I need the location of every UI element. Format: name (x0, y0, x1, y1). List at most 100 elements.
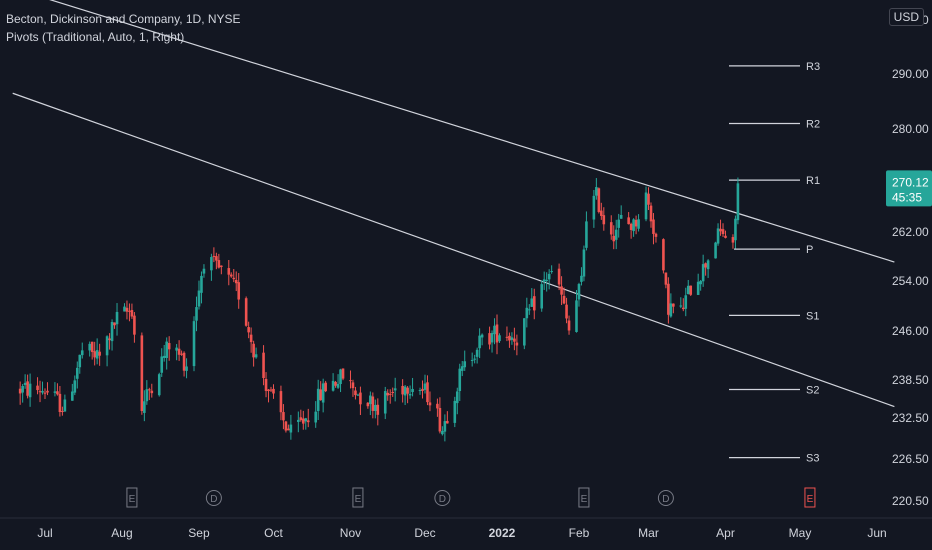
candle-body (269, 389, 273, 391)
candle-body (426, 382, 429, 403)
event-marker-label: E (129, 494, 136, 505)
candle-body (356, 394, 360, 396)
candle-body (627, 217, 630, 225)
candle-body (423, 383, 427, 390)
candle-body (180, 353, 183, 355)
candle-body (58, 393, 62, 413)
event-marker-label: E (581, 494, 588, 505)
candle-body (272, 388, 275, 394)
symbol-legend[interactable]: Becton, Dickinson and Company, 1D, NYSE (6, 12, 241, 26)
event-marker-label: E (807, 494, 814, 505)
candle (706, 259, 710, 278)
indicator-legend[interactable]: Pivots (Traditional, Auto, 1, Right) (6, 30, 185, 44)
event-marker-dividend[interactable]: D (657, 490, 674, 506)
candle (215, 252, 218, 270)
candle-body (731, 237, 735, 243)
candle (297, 411, 300, 433)
candle-body (669, 303, 673, 317)
currency-label[interactable]: USD (888, 8, 924, 26)
candle-body (23, 382, 27, 385)
candle (324, 380, 327, 393)
candle (545, 272, 548, 292)
time-axis[interactable]: Jul Aug Sep Oct Nov Dec 2022 Feb Mar Apr May Jun (0, 517, 932, 550)
candle (38, 380, 42, 403)
event-marker-earnings[interactable]: E (352, 487, 364, 508)
candle (202, 264, 206, 278)
candle (267, 389, 270, 403)
candle-body (366, 402, 370, 407)
candle-body (532, 296, 536, 311)
trendline-upper[interactable] (0, 0, 895, 263)
candle-body (202, 268, 206, 274)
candle (515, 334, 519, 356)
candle-body (490, 333, 494, 343)
event-marker-earnings[interactable]: E (578, 487, 590, 508)
candle (244, 296, 248, 327)
candle (629, 222, 633, 239)
candle (130, 303, 134, 319)
event-marker-dividend[interactable]: D (205, 490, 222, 506)
event-marker-earnings[interactable]: E (804, 487, 816, 508)
candle (510, 332, 514, 345)
candle-body (498, 335, 501, 342)
candle (341, 368, 345, 381)
candle-body (592, 195, 596, 220)
candle-body (177, 348, 181, 355)
candle-body (339, 369, 342, 385)
candle-body (78, 354, 82, 368)
candle (41, 381, 44, 395)
time-tick-label: Mar (638, 526, 659, 540)
candle-body (90, 341, 94, 353)
candle (577, 282, 581, 307)
candle (443, 414, 447, 442)
earnings-icon (578, 487, 590, 508)
candle-body (575, 300, 578, 332)
candle (80, 342, 84, 359)
candle (220, 265, 223, 275)
candle (279, 385, 283, 421)
candle (463, 350, 467, 371)
candle-body (297, 419, 300, 422)
candle-body (95, 350, 99, 359)
candle-body (475, 349, 479, 357)
trend-channel[interactable] (0, 0, 895, 408)
candle-body (234, 279, 238, 284)
event-marker-earnings[interactable]: E (126, 487, 138, 508)
candle-body (61, 411, 64, 413)
candle (490, 330, 494, 353)
candle-body (247, 327, 250, 333)
candle-body (336, 383, 340, 388)
candle (383, 386, 387, 420)
candle (36, 377, 39, 395)
candle (480, 333, 484, 346)
event-marker-dividend[interactable]: D (434, 490, 451, 506)
candle-body (493, 325, 496, 335)
candle (58, 386, 62, 417)
candle (595, 178, 598, 200)
candle (602, 207, 606, 231)
candle (647, 187, 650, 211)
candle-body (704, 263, 707, 268)
candle (43, 388, 47, 399)
candle (93, 341, 96, 366)
candle-body (595, 187, 598, 196)
candle-body (716, 228, 720, 244)
candle (26, 374, 29, 399)
candle (662, 238, 665, 274)
candle (175, 344, 178, 361)
trendline-lower[interactable] (12, 92, 895, 408)
dividend-icon (657, 490, 674, 506)
candle-body (279, 391, 283, 413)
candle (63, 394, 67, 412)
candle-body (411, 388, 414, 393)
time-axis-background (0, 518, 932, 550)
candle (627, 212, 630, 225)
candle-body (229, 274, 233, 277)
candle (617, 213, 621, 238)
candle (580, 267, 583, 286)
candle (336, 374, 340, 389)
candle (234, 271, 238, 292)
candle-body (301, 418, 305, 424)
